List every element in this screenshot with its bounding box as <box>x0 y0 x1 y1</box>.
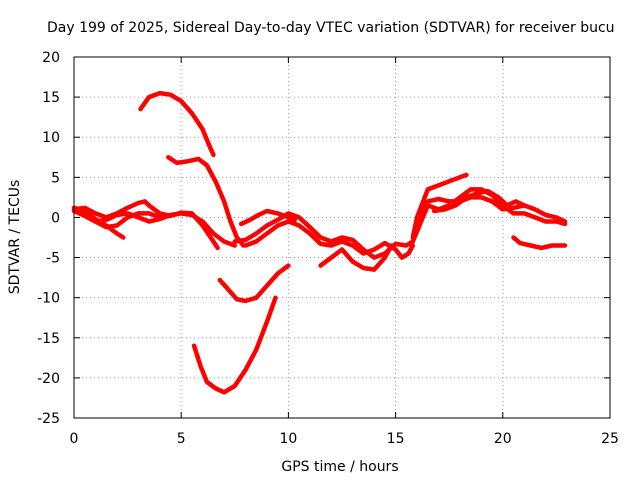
y-tick-label-4: -5 <box>46 251 60 267</box>
series-line-arc-5 <box>138 90 216 158</box>
y-tick-label-1: -20 <box>37 371 60 387</box>
x-tick-label-4: 20 <box>494 431 512 447</box>
series-line-arc-12 <box>318 243 394 272</box>
y-tick-label-5: 0 <box>51 210 60 226</box>
x-tick-label-3: 15 <box>387 431 405 447</box>
x-tick-label-0: 0 <box>70 431 79 447</box>
chart-title: Day 199 of 2025, Sidereal Day-to-day VTE… <box>47 20 615 36</box>
grid <box>74 57 610 418</box>
y-tick-label-9: 20 <box>42 50 60 66</box>
x-tick-labels: 0 5 10 15 20 25 <box>70 431 619 447</box>
y-axis-title: SDTVAR / TECUs <box>7 180 23 295</box>
series-line-arc-15 <box>414 195 568 228</box>
series-line-arc-3 <box>71 199 220 251</box>
x-axis-title: GPS time / hours <box>281 459 398 475</box>
series-line-arc-7 <box>191 295 278 395</box>
x-tick-label-5: 25 <box>601 431 619 447</box>
series-layer <box>71 90 568 395</box>
y-tick-label-2: -15 <box>37 331 60 347</box>
series-line-arc-17 <box>511 235 568 251</box>
series-line-arc-6 <box>166 155 246 248</box>
series-line-arc-4 <box>78 211 173 230</box>
series-line-arc-13 <box>410 172 469 240</box>
y-tick-label-7: 10 <box>42 130 60 146</box>
series-line-arc-8 <box>217 263 291 304</box>
series-line-arc-11 <box>243 219 416 260</box>
y-tick-label-8: 15 <box>42 90 60 106</box>
y-tick-label-6: 5 <box>51 170 60 186</box>
series-line-arc-16 <box>431 188 527 214</box>
y-tick-label-0: -25 <box>37 411 60 427</box>
plot-frame <box>73 56 611 419</box>
x-tick-label-1: 5 <box>177 431 186 447</box>
tick-marks <box>73 56 611 419</box>
x-tick-label-2: 10 <box>279 431 297 447</box>
series-line-arc-2 <box>71 208 238 248</box>
series-line-arc-9 <box>238 208 298 227</box>
y-tick-label-3: -10 <box>37 291 60 307</box>
y-tick-labels: -25 -20 -15 -10 -5 0 5 10 15 20 <box>37 50 60 427</box>
